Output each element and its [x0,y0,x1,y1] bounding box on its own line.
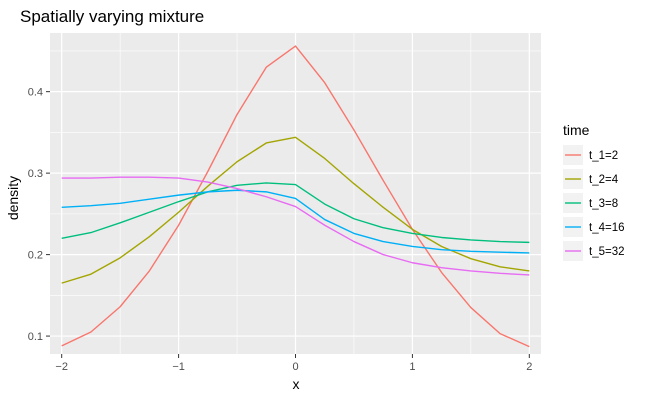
legend: time t_1=2 t_2=4 t_3=8 t_4=16 t_5=32 [563,122,625,261]
major-gridlines [50,33,541,354]
y-tick-labels: 0.1 0.2 0.3 0.4 [28,87,43,343]
legend-label: t_1=2 [589,150,618,162]
axis-ticks [46,91,530,358]
series-line-t_1=2 [61,45,530,348]
legend-item: t_1=2 [563,145,618,165]
series-lines [61,45,530,348]
legend-label: t_2=4 [589,174,619,186]
legend-items: t_1=2 t_2=4 t_3=8 t_4=16 t_5=32 [563,145,625,261]
series-line-t_3=8 [61,182,530,244]
series-line-t_5=32 [61,176,530,276]
x-tick-label: 2 [526,361,532,373]
y-tick-label: 0.2 [28,250,43,262]
legend-item: t_4=16 [563,217,625,237]
series-line-t_4=16 [61,189,530,254]
legend-label: t_4=16 [589,222,625,234]
legend-label: t_5=32 [589,246,625,258]
x-axis-title: x [293,376,300,392]
legend-item: t_3=8 [563,193,618,213]
x-tick-labels: −2 −1 0 1 2 [55,361,532,373]
x-tick-label: 0 [292,361,298,373]
legend-item: t_5=32 [563,241,625,261]
y-tick-label: 0.1 [28,331,43,343]
chart-title: Spatially varying mixture [20,7,204,26]
x-tick-label: −1 [172,361,185,373]
y-axis-title: density [5,176,21,220]
x-tick-label: −2 [55,361,68,373]
x-tick-label: 1 [409,361,415,373]
legend-title: time [563,122,590,138]
y-tick-label: 0.3 [28,168,43,180]
y-tick-label: 0.4 [28,87,43,99]
legend-label: t_3=8 [589,198,618,210]
legend-item: t_2=4 [563,169,619,189]
